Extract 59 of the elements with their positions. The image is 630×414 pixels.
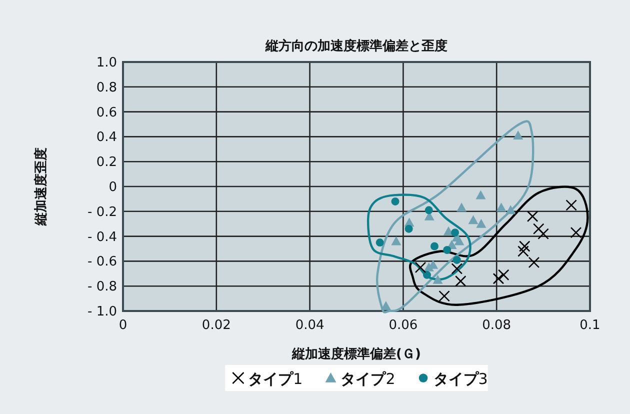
point [528,256,540,268]
point [513,130,524,140]
point [518,240,530,252]
x-axis-title: 縦加速度標準偏差(Ｇ) [291,346,421,362]
point [452,256,461,264]
point [424,262,434,272]
point [476,190,486,200]
x-tick-label: 0 [118,318,128,333]
y-tick-label: - 0.6 [88,254,117,270]
point [414,262,426,274]
point [492,272,504,284]
point [424,206,433,214]
y-tick-label: 0 [108,180,117,195]
legend-label: タイプ3 [433,370,488,388]
point [391,197,400,206]
point [443,246,452,254]
y-tick-label: - 0.4 [88,230,117,245]
y-axis-title: 縦加速度歪度 [33,148,49,226]
point [430,242,438,250]
point [454,275,466,287]
point [456,202,467,212]
point [451,263,463,274]
point [404,224,413,233]
point [438,290,450,302]
x-tick-label: 0.08 [482,318,512,333]
point [468,215,478,224]
chart-title: 縦方向の加速度標準偏差と歪度 [264,38,448,54]
point [566,200,577,211]
y-tick-label: - 0.8 [88,280,117,295]
point [423,270,432,279]
legend-label: タイプ1 [248,370,303,388]
point [570,226,582,238]
x-tick-label: 0.06 [388,318,418,333]
point [451,228,460,237]
point [454,236,464,246]
point [476,218,486,228]
point [391,236,402,246]
y-tick-label: 0.6 [96,105,117,120]
point [380,301,391,310]
legend-label: タイプ2 [340,370,396,388]
x-tick-label: 0.04 [295,318,324,333]
x-tick-label: 0.1 [580,318,600,333]
point [432,274,443,284]
point [498,269,510,281]
point [518,246,529,257]
y-tick-label: - 0.2 [88,204,117,220]
x-tick-label: 0.02 [202,318,231,333]
y-tick-label: 0.2 [96,155,117,170]
point [532,223,544,234]
y-tick-label: - 1.0 [88,304,117,320]
point [526,210,538,222]
point [496,202,506,212]
y-tick-label: 0.8 [96,80,117,96]
point [376,238,384,247]
point [506,205,516,214]
point [538,228,549,240]
y-tick-label: 1.0 [96,56,117,70]
point [444,226,454,236]
y-tick-label: 0.4 [96,130,117,146]
